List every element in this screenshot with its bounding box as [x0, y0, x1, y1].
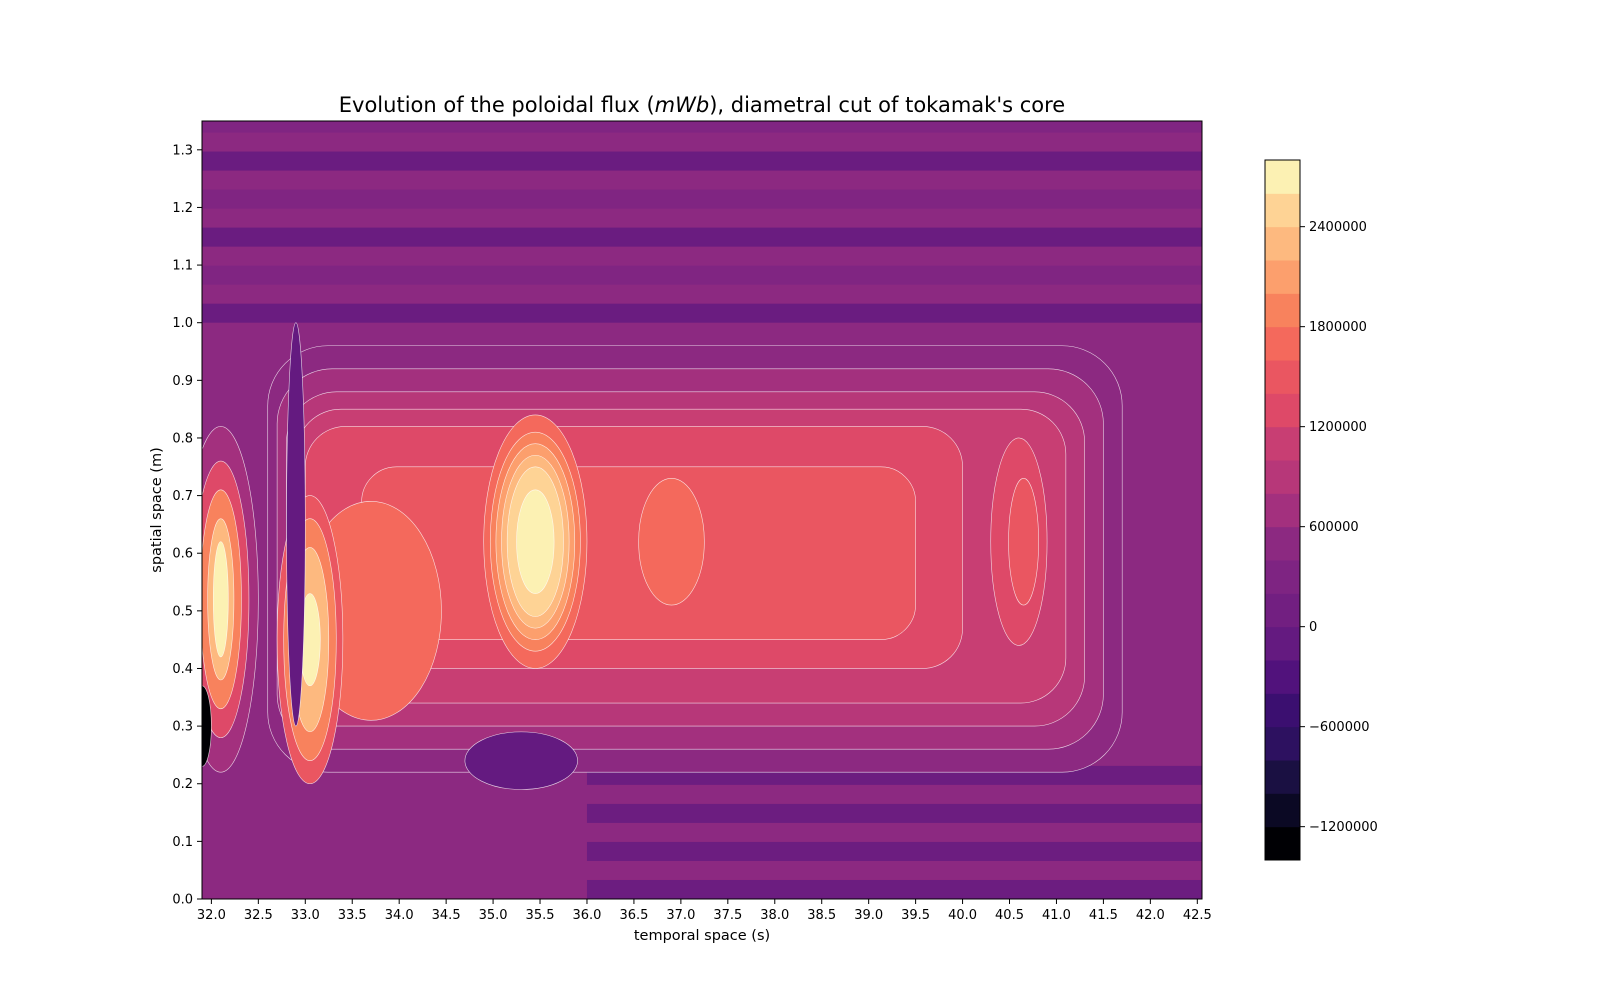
- colorbar-segment: [1265, 726, 1300, 761]
- y-tick-label: 0.2: [172, 777, 193, 792]
- colorbar-segment: [1265, 760, 1300, 794]
- contour-island-mid: [638, 478, 705, 606]
- contour-central-5: [516, 489, 555, 594]
- y-tick-label: 0.3: [172, 720, 193, 735]
- band-bottom: [586, 841, 1202, 861]
- chart-title: Evolution of the poloidal flux (mWb), di…: [339, 93, 1065, 117]
- contour-region-5: [361, 466, 916, 640]
- y-tick-label: 0.6: [172, 547, 193, 562]
- x-tick-label: 32.5: [244, 908, 273, 923]
- x-tick-label: 39.5: [901, 908, 930, 923]
- colorbar-segment: [1265, 160, 1300, 194]
- x-tick-label: 34.5: [432, 908, 461, 923]
- colorbar-tick-label: 2400000: [1309, 220, 1367, 235]
- x-tick-label: 36.0: [572, 908, 601, 923]
- title-part-2: ), diametral cut of tokamak's core: [709, 93, 1065, 117]
- colorbar-segment: [1265, 826, 1300, 861]
- band-top: [202, 265, 1202, 285]
- contour-left-peak-4: [212, 541, 229, 658]
- y-axis-label: spatial space (m): [149, 447, 165, 572]
- y-tick-label: 0.8: [172, 431, 193, 446]
- colorbar-segment: [1265, 793, 1300, 828]
- colorbar-segment: [1265, 526, 1300, 561]
- y-axis: 0.0 0.1 0.2 0.3 0.4 0.5 0.6 0.7 0.8 0.9 1.0 1.1 1.2 1…: [172, 143, 202, 908]
- y-tick-label: 1.0: [172, 316, 193, 331]
- band-top: [202, 227, 1202, 247]
- colorbar-segment: [1265, 260, 1300, 294]
- x-tick-label: 40.5: [995, 908, 1024, 923]
- x-tick-label: 34.0: [385, 908, 414, 923]
- x-tick-label: 37.5: [713, 908, 742, 923]
- y-tick-label: 1.2: [172, 201, 193, 216]
- colorbar-segment: [1265, 426, 1300, 461]
- colorbar-segment: [1265, 326, 1300, 361]
- x-tick-label: 41.0: [1042, 908, 1071, 923]
- colorbar-segment: [1265, 460, 1300, 494]
- x-tick-label: 39.0: [854, 908, 883, 923]
- colorbar-tick-label: −600000: [1309, 720, 1370, 735]
- band-bottom: [586, 803, 1202, 823]
- contour-lower-dip: [464, 731, 578, 790]
- x-tick-label: 40.0: [948, 908, 977, 923]
- colorbar-segment: [1265, 193, 1300, 228]
- colorbar-segment: [1265, 393, 1300, 428]
- plot-area: [201, 120, 1203, 900]
- colorbar-segment: [1265, 226, 1300, 261]
- colorbar: [1264, 159, 1301, 861]
- x-tick-label: 37.0: [666, 908, 695, 923]
- colorbar-segment: [1265, 626, 1300, 661]
- title-part-1: Evolution of the poloidal flux (: [339, 93, 655, 117]
- x-tick-label: 38.0: [760, 908, 789, 923]
- colorbar-segment: [1265, 293, 1300, 328]
- band-bottom: [586, 879, 1202, 899]
- x-tick-label: 35.0: [479, 908, 508, 923]
- band-top: [202, 151, 1202, 171]
- band-top: [202, 121, 1202, 133]
- x-axis-label: temporal space (s): [634, 928, 770, 944]
- x-tick-label: 41.5: [1089, 908, 1118, 923]
- colorbar-tick-label: −1200000: [1309, 820, 1378, 835]
- colorbar-segment: [1265, 693, 1300, 728]
- x-axis: 32.0 32.5 33.0 33.5 34.0 34.5 35.0 35.5 36.0 36.5…: [197, 899, 1212, 923]
- colorbar-segment: [1265, 593, 1300, 628]
- x-tick-label: 32.0: [197, 908, 226, 923]
- x-tick-label: 36.5: [619, 908, 648, 923]
- y-tick-label: 1.3: [172, 143, 193, 158]
- y-tick-label: 0.4: [172, 662, 193, 677]
- x-tick-label: 38.5: [807, 908, 836, 923]
- x-tick-label: 42.0: [1136, 908, 1165, 923]
- contour-valley: [286, 322, 306, 727]
- x-tick-label: 35.5: [526, 908, 555, 923]
- colorbar-segment: [1265, 360, 1300, 394]
- y-tick-label: 0.9: [172, 374, 193, 389]
- band-top: [202, 189, 1202, 209]
- title-unit: mWb: [655, 93, 710, 117]
- colorbar-tick-label: 1800000: [1309, 320, 1367, 335]
- plot-frame: [201, 120, 1203, 900]
- colorbar-segment: [1265, 493, 1300, 528]
- colorbar-tick-label: 0: [1309, 620, 1317, 635]
- colorbar-tick-label: 600000: [1309, 520, 1359, 535]
- y-tick-label: 0.0: [172, 893, 193, 908]
- y-tick-label: 0.7: [172, 489, 193, 504]
- x-tick-label: 33.5: [338, 908, 367, 923]
- contour-left-trough: [202, 685, 212, 767]
- colorbar-tick-label: 1200000: [1309, 420, 1367, 435]
- colorbar-segment: [1265, 560, 1300, 594]
- contour-island-right-inner: [1008, 478, 1039, 606]
- colorbar-frame: [1264, 159, 1301, 861]
- contour-regions: [202, 322, 1123, 790]
- colorbar-segment: [1265, 660, 1300, 694]
- band-top: [202, 303, 1202, 323]
- y-tick-label: 1.1: [172, 259, 193, 274]
- y-tick-label: 0.1: [172, 835, 193, 850]
- y-tick-label: 0.5: [172, 604, 193, 619]
- x-tick-label: 33.0: [291, 908, 320, 923]
- x-tick-label: 42.5: [1183, 908, 1212, 923]
- colorbar-ticks: −1200000 −600000 0 600000 1200000 1800000 2400…: [1300, 220, 1378, 835]
